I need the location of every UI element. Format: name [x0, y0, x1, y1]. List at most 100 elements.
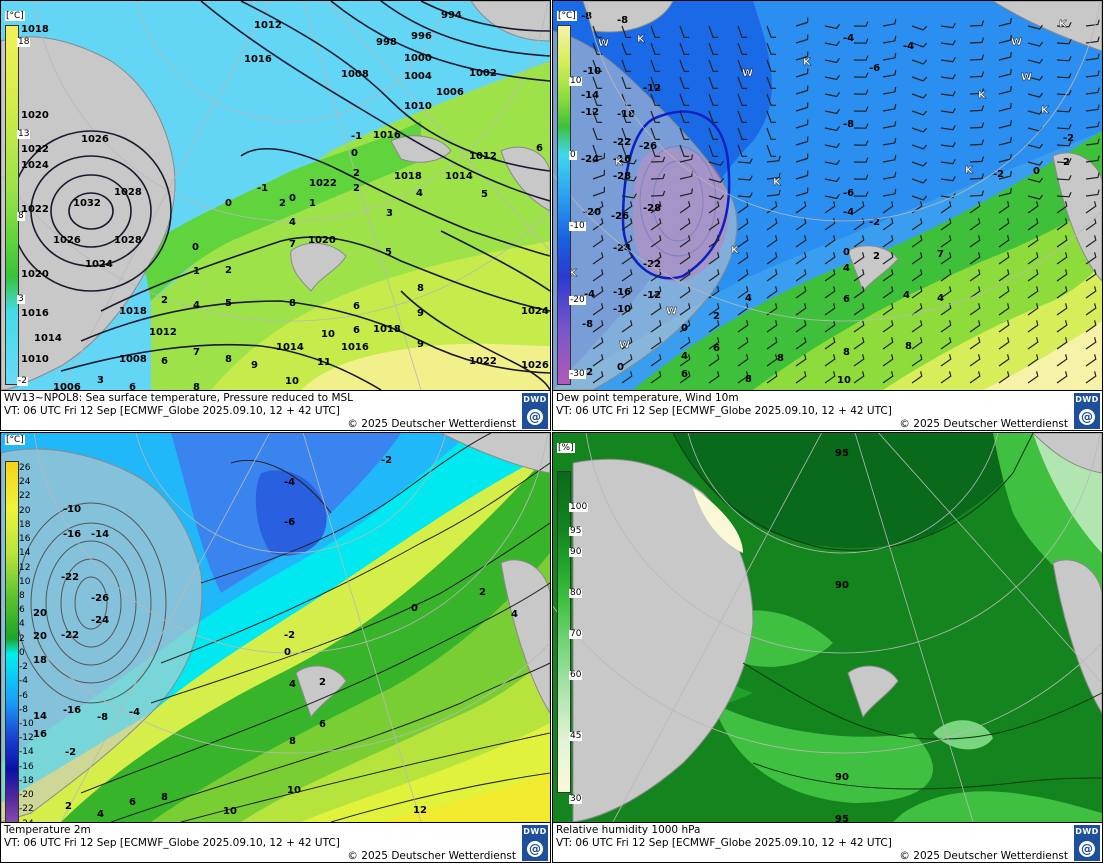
wind-barb-icon: [882, 137, 897, 146]
copyright: © 2025 Deutscher Wetterdienst: [347, 418, 516, 430]
wind-barb-icon: [650, 252, 662, 265]
dewpoint-label: -26: [611, 211, 629, 222]
map-rh1000[interactable]: 95 90 90 95 [%] 100 95 90 80 70 60 45 30: [553, 433, 1102, 822]
sst-label: 4: [416, 188, 423, 199]
wind-barb-icon: [592, 371, 604, 384]
wind-barb-icon: [1027, 75, 1043, 81]
dwd-logo: DWD @: [1074, 825, 1100, 861]
sst-label: 5: [225, 298, 232, 309]
temp-label: -2: [65, 747, 76, 758]
wind-barb-icon: [1085, 286, 1097, 299]
sst-label: 1: [193, 266, 200, 277]
wind-barb-icon: [911, 252, 923, 265]
legend-tick: -24: [19, 819, 34, 822]
legend-tick: 20: [19, 505, 31, 516]
wind-barb-icon: [708, 286, 720, 299]
map-dewpoint-wind[interactable]: -18 -12 -22 -16 -26 -24 -28 -28 -26 -24 …: [553, 1, 1102, 390]
wind-barb-icon: [998, 103, 1012, 112]
wind-barb-icon: [679, 59, 690, 72]
legend-tick: 100: [569, 502, 589, 512]
wind-barb-icon: [1085, 337, 1097, 350]
wind-barb-icon: [853, 303, 865, 316]
wind-barb-icon: [795, 136, 809, 146]
wind-barb-icon: [650, 303, 662, 316]
isobar-label: 1022: [21, 204, 49, 215]
wind-barb-icon: [882, 69, 897, 78]
wind-barb-icon: [737, 218, 749, 231]
dewpoint-label: -4: [584, 289, 595, 300]
wind-barb-icon: [882, 286, 894, 299]
legend-tick: 16: [19, 534, 31, 545]
dewpoint-label: -22: [613, 137, 631, 148]
wind-barb-icon: [1027, 24, 1043, 30]
sst-label: 6: [129, 382, 136, 390]
legend-tick: 70: [569, 629, 583, 639]
dewpoint-label: 0: [1033, 166, 1040, 177]
wind-barb-icon: [737, 371, 749, 384]
wind-barb-icon: [1085, 155, 1100, 163]
dwd-swirl-icon: @: [527, 408, 543, 425]
isobar-label: 1016: [244, 54, 272, 65]
wind-barb-icon: [708, 194, 725, 200]
legend-tick: -12: [19, 733, 34, 744]
wind-barb-icon: [998, 86, 1012, 95]
legend-tick: 10: [19, 576, 31, 587]
front-marker: W: [666, 306, 677, 317]
wind-barb-icon: [592, 286, 604, 299]
map-sst-mslp[interactable]: 1012 1016 1008 998 996 994 1000 1004 100…: [1, 1, 550, 390]
wind-barb-icon: [795, 187, 809, 197]
isobar-label: 1014: [34, 333, 62, 344]
legend-tick: -20: [569, 295, 586, 305]
wind-barb-icon: [737, 269, 749, 282]
wind-barb-icon: [621, 176, 637, 182]
isobar-label: 1014: [276, 342, 304, 353]
map-t2m[interactable]: -4 -6 -2 -2 0 0 2 4 2 4 6 8 10 10 12 8 6…: [1, 433, 550, 822]
front-marker: K: [978, 90, 987, 101]
wind-barb-icon: [1027, 109, 1043, 115]
wind-barb-icon: [882, 35, 897, 44]
wind-barb-icon: [940, 176, 956, 182]
sst-label: 2: [279, 198, 286, 209]
legend-tick: 45: [569, 731, 583, 741]
wind-barb-icon: [650, 201, 662, 214]
sst-label: 10: [321, 329, 335, 340]
legend-tick: 13: [17, 129, 31, 139]
dewpoint-label: 6: [713, 343, 720, 354]
wind-barb-icon: [795, 51, 809, 61]
dewpoint-label: 6: [681, 369, 688, 380]
wind-barb-icon: [650, 76, 661, 89]
dewpoint-label: 0: [681, 323, 688, 334]
wind-barb-icon: [679, 320, 691, 333]
dewpoint-label: -8: [617, 15, 628, 26]
wind-barb-icon: [969, 354, 981, 367]
wind-barb-icon: [853, 252, 865, 265]
isobar-label: 1026: [81, 134, 109, 145]
sst-label: 2: [225, 265, 232, 276]
wind-barb-icon: [998, 235, 1010, 248]
wind-barb-icon: [853, 157, 869, 163]
wind-barb-icon: [1027, 371, 1039, 384]
wind-barb-icon: [824, 269, 836, 282]
wind-barb-icon: [824, 371, 836, 384]
wind-barb-icon: [969, 173, 985, 180]
dewpoint-label: 0: [617, 362, 624, 373]
temp-label: -22: [61, 630, 79, 641]
wind-barb-icon: [824, 108, 840, 115]
panel-caption: Relative humidity 1000 hPa VT: 06 UTC Fr…: [553, 822, 1102, 862]
sst-label: 0: [192, 242, 199, 253]
rh-label: 95: [835, 814, 849, 822]
isobar-label: 1018: [373, 324, 401, 335]
wind-barb-icon: [882, 320, 894, 333]
wind-barb-icon: [853, 21, 869, 27]
wind-barb-icon: [824, 201, 836, 214]
wind-barb-icon: [998, 269, 1010, 282]
wind-barb-icon: [708, 160, 725, 166]
wind-barb-icon: [621, 303, 633, 316]
dewpoint-label: -24: [581, 154, 599, 165]
wind-barb-icon: [940, 201, 952, 214]
rh-label: 90: [835, 580, 849, 591]
wind-barb-icon: [766, 218, 778, 231]
wind-barb-icon: [911, 76, 928, 82]
dewpoint-label: -8: [582, 319, 593, 330]
wind-barb-icon: [766, 25, 777, 38]
